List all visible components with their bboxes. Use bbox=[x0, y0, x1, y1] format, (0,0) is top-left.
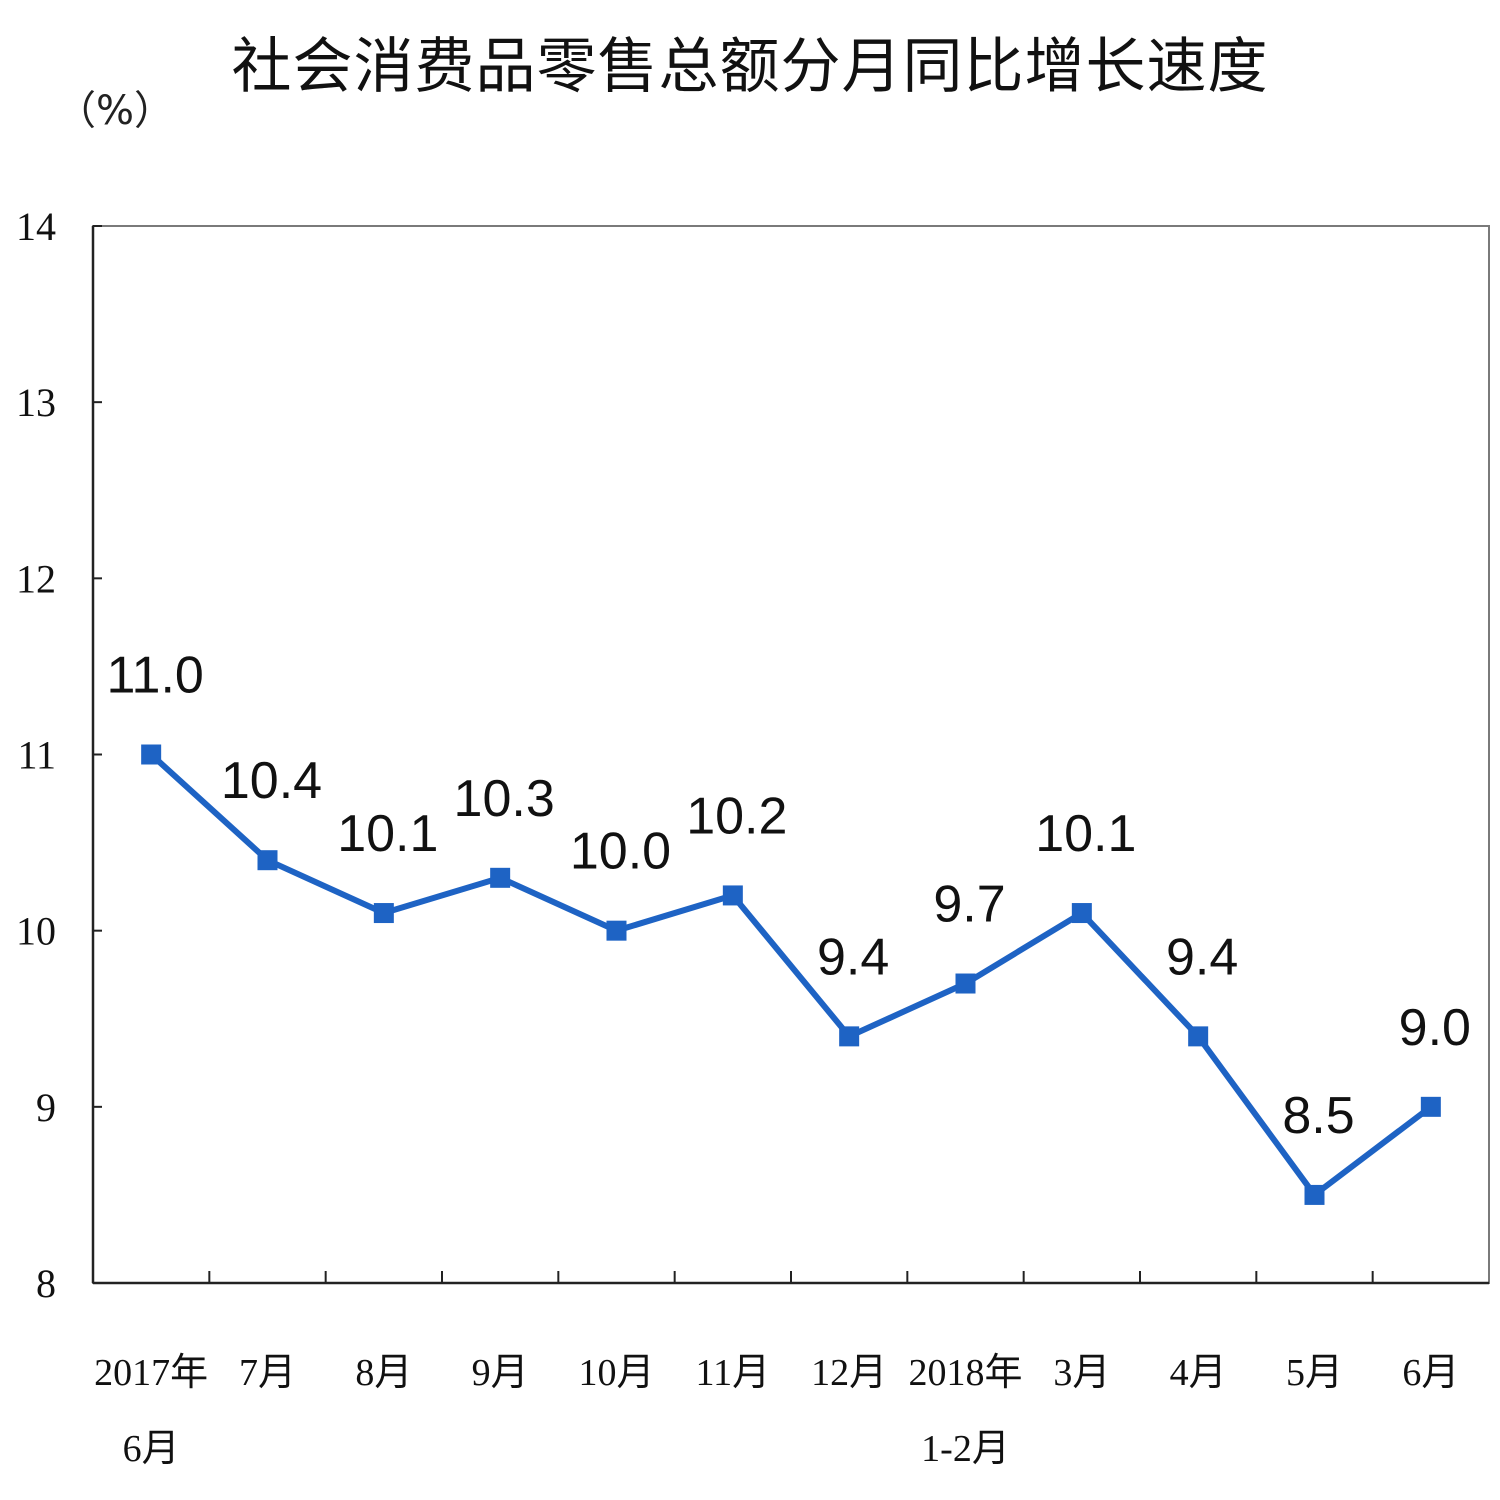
data-label: 10.1 bbox=[1035, 805, 1136, 863]
y-tick-label: 11 bbox=[17, 733, 56, 778]
data-label: 8.5 bbox=[1282, 1087, 1354, 1145]
x-tick-label: 6月 bbox=[123, 1428, 180, 1470]
data-point-marker bbox=[1071, 903, 1092, 924]
data-point-marker bbox=[1420, 1096, 1441, 1117]
series-line bbox=[149, 752, 1433, 1198]
y-tick-label: 12 bbox=[16, 556, 56, 601]
y-tick-label: 14 bbox=[16, 204, 56, 249]
data-label: 9.4 bbox=[817, 928, 889, 986]
x-tick-label: 9月 bbox=[472, 1352, 529, 1394]
x-tick-label: 12月 bbox=[811, 1352, 887, 1394]
data-point-marker bbox=[257, 850, 278, 871]
x-tick-label: 2018年 bbox=[908, 1352, 1022, 1394]
data-label: 10.1 bbox=[337, 805, 438, 863]
x-tick-label: 1-2月 bbox=[921, 1428, 1010, 1470]
y-tick-label: 10 bbox=[16, 909, 56, 954]
x-tick-label: 10月 bbox=[578, 1352, 654, 1394]
data-point-marker bbox=[1304, 1184, 1325, 1205]
y-tick-label: 9 bbox=[36, 1085, 56, 1130]
x-tick-label: 2017年 bbox=[94, 1352, 208, 1394]
data-point-marker bbox=[1188, 1026, 1209, 1047]
data-point-marker bbox=[490, 867, 511, 888]
data-label: 10.0 bbox=[570, 823, 671, 881]
data-label: 9.7 bbox=[933, 876, 1005, 934]
y-tick-label: 8 bbox=[36, 1261, 56, 1306]
data-label: 9.4 bbox=[1166, 928, 1238, 986]
data-point-marker bbox=[955, 973, 976, 994]
x-tick-label: 6月 bbox=[1402, 1352, 1459, 1394]
data-label: 9.0 bbox=[1399, 999, 1471, 1057]
data-label: 10.3 bbox=[454, 770, 555, 828]
data-label: 11.0 bbox=[106, 647, 203, 705]
data-point-marker bbox=[141, 744, 162, 765]
data-point-marker bbox=[606, 920, 627, 941]
x-tick-label: 4月 bbox=[1170, 1352, 1227, 1394]
data-point-marker bbox=[722, 885, 743, 906]
data-label: 10.4 bbox=[221, 752, 322, 810]
x-tick-label: 5月 bbox=[1286, 1352, 1343, 1394]
y-axis-unit-label: （%） bbox=[56, 88, 175, 134]
x-tick-label: 7月 bbox=[239, 1352, 296, 1394]
data-label: 10.2 bbox=[686, 787, 787, 845]
data-point-marker bbox=[373, 903, 394, 924]
chart-title: 社会消费品零售总额分月同比增长速度 bbox=[231, 32, 1269, 102]
x-tick-label: 3月 bbox=[1053, 1352, 1110, 1394]
data-point-marker bbox=[839, 1026, 860, 1047]
x-tick-label: 8月 bbox=[355, 1352, 412, 1394]
y-tick-label: 13 bbox=[16, 380, 56, 425]
x-tick-label: 11月 bbox=[696, 1352, 771, 1394]
